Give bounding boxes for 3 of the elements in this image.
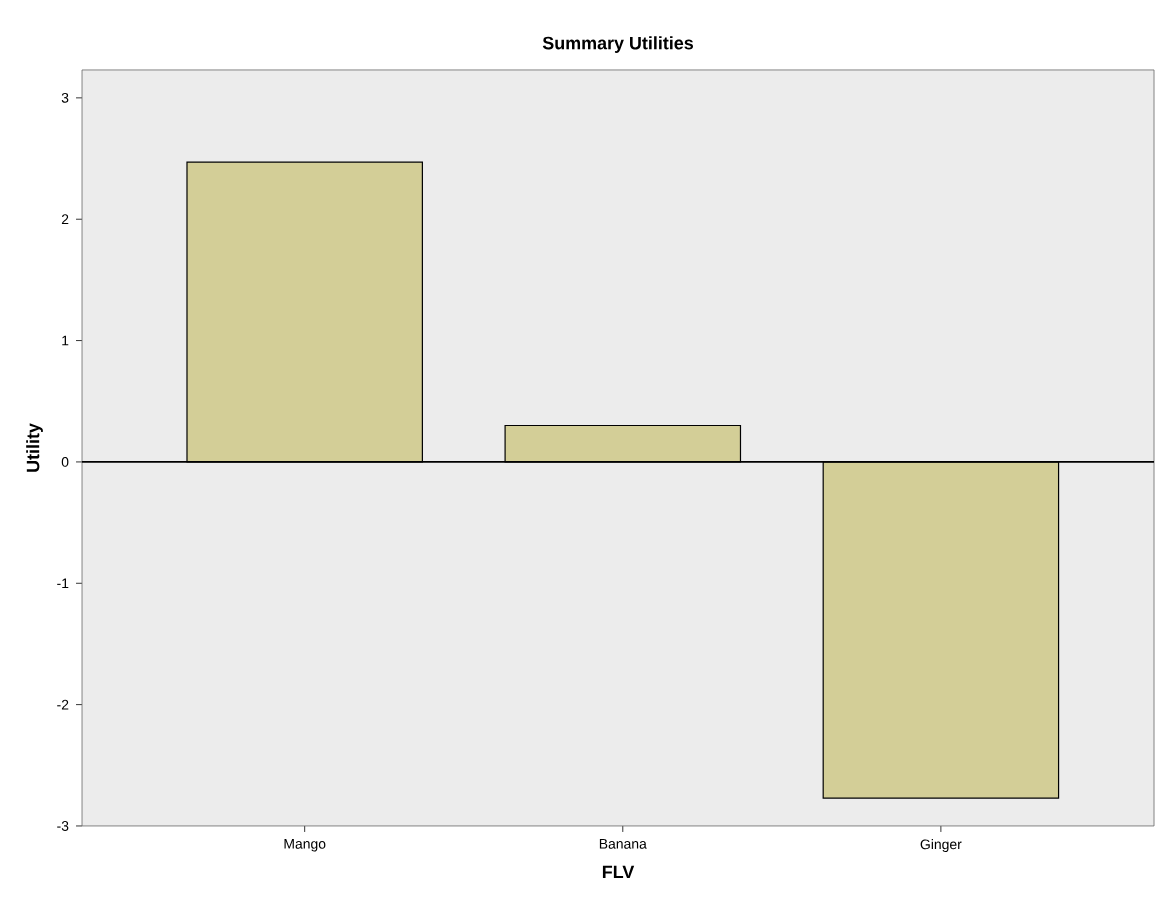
chart-title: Summary Utilities bbox=[542, 36, 694, 53]
x-axis-title: FLV bbox=[602, 865, 635, 879]
y-axis-title: Utility bbox=[26, 423, 43, 472]
